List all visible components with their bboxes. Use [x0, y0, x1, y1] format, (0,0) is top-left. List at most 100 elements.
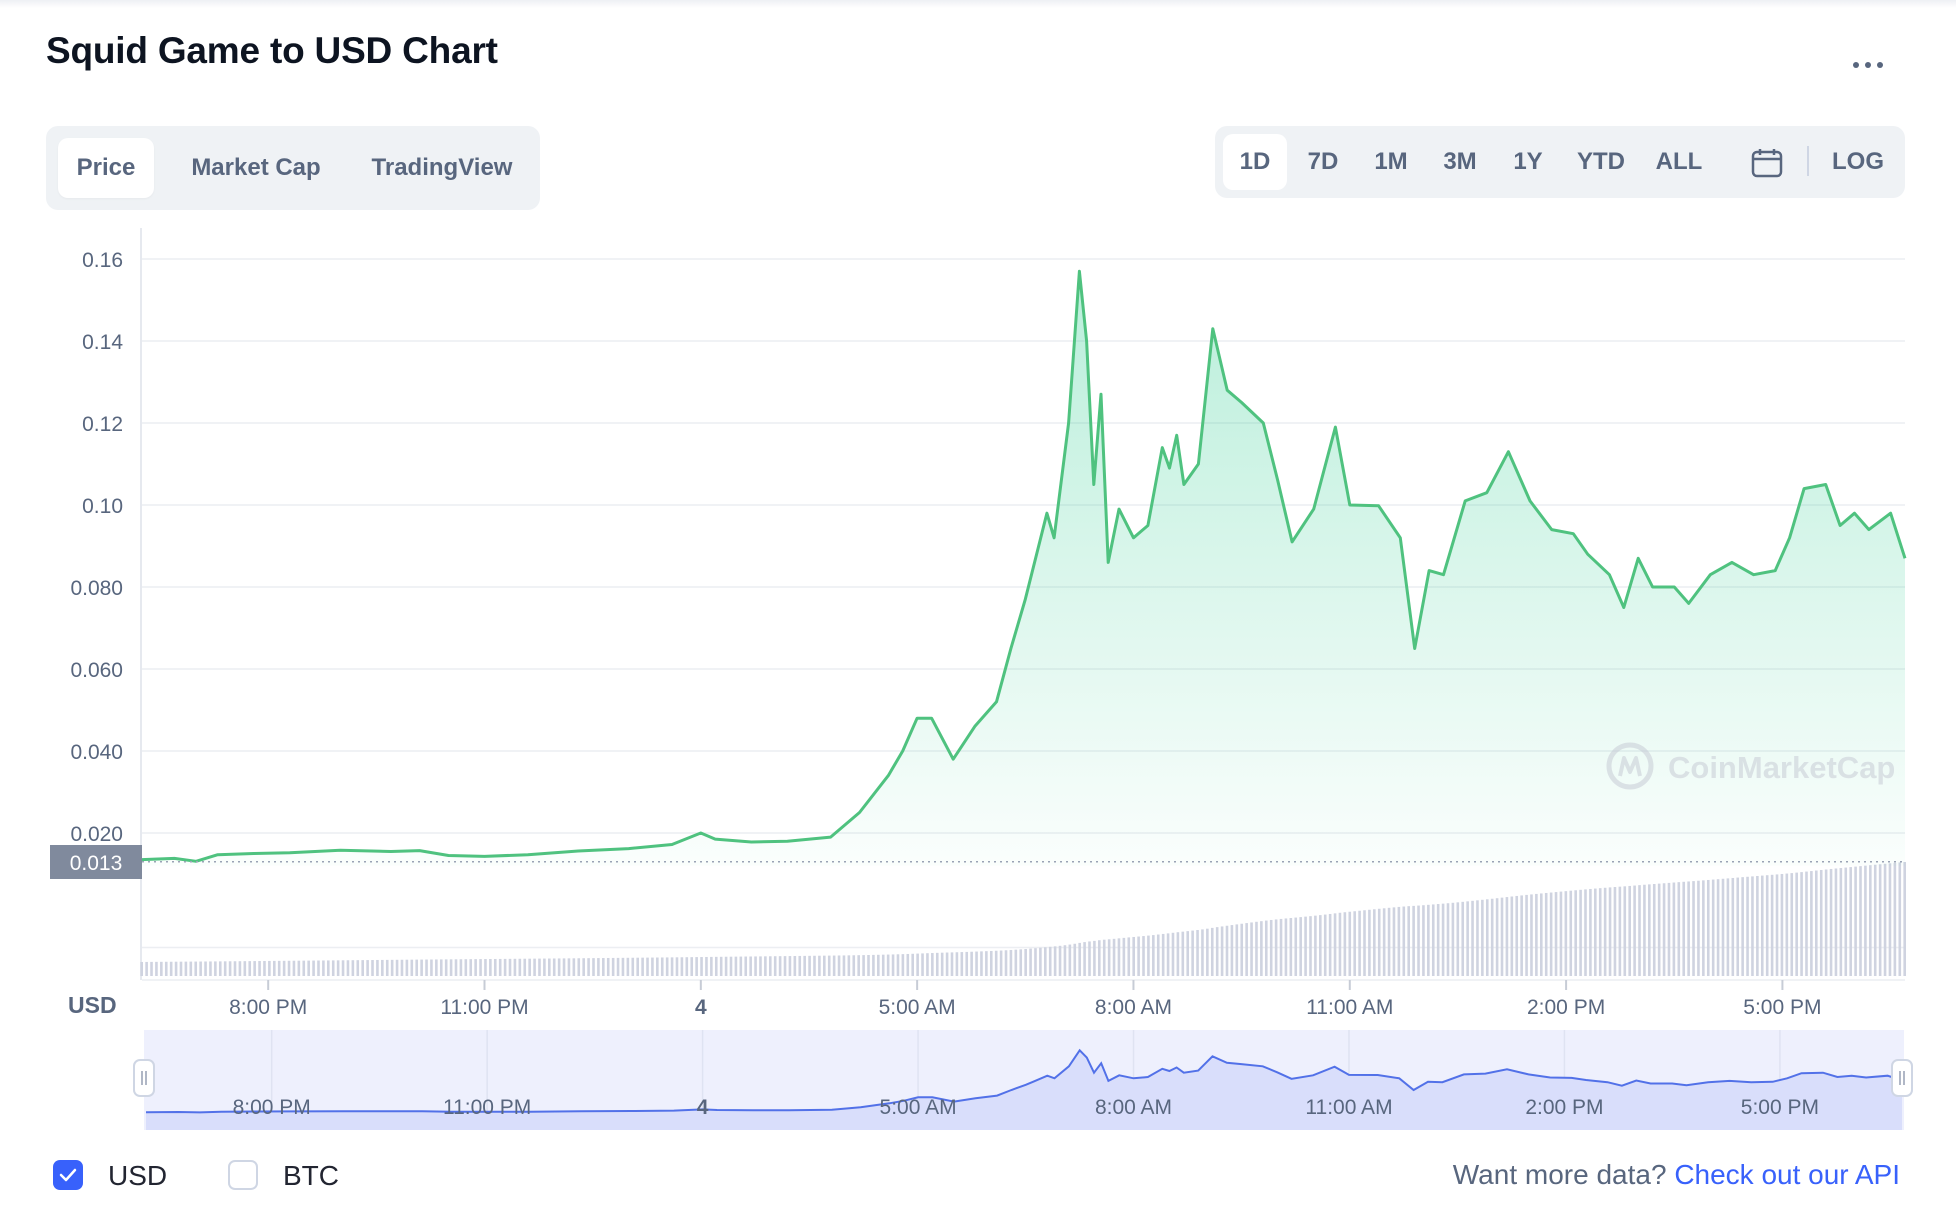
- volume-bar: [1854, 866, 1857, 976]
- volume-bar: [1466, 901, 1469, 976]
- range-all[interactable]: ALL: [1655, 148, 1703, 175]
- volume-bar: [356, 960, 360, 976]
- volume-bar: [1643, 884, 1646, 976]
- x-tick-label: 4: [695, 996, 707, 1019]
- volume-bar: [395, 959, 399, 976]
- volume-bar: [209, 961, 212, 976]
- volume-bar: [916, 953, 919, 976]
- volume-bar: [1702, 880, 1705, 976]
- volume-bar: [1304, 916, 1307, 976]
- volume-bar: [935, 952, 939, 976]
- volume-bar: [592, 958, 595, 976]
- volume-bar: [400, 959, 404, 976]
- range-3m[interactable]: 3M: [1443, 148, 1477, 175]
- api-link[interactable]: Check out our API: [1674, 1159, 1900, 1190]
- volume-bar: [906, 953, 910, 976]
- volume-bar: [1333, 913, 1337, 976]
- volume-bar: [1810, 871, 1813, 976]
- btc-checkbox[interactable]: [228, 1160, 258, 1190]
- volume-bar: [282, 960, 286, 976]
- volume-bar: [1883, 863, 1887, 976]
- volume-bar: [233, 961, 237, 976]
- volume-bar: [1417, 905, 1420, 976]
- navigator-right-handle[interactable]: [1891, 1059, 1913, 1097]
- volume-bar: [444, 959, 448, 976]
- range-1m[interactable]: 1M: [1374, 148, 1408, 175]
- volume-bar: [1122, 937, 1126, 976]
- volume-bar: [1648, 884, 1651, 976]
- volume-bar: [1844, 867, 1848, 976]
- volume-bar: [1706, 879, 1710, 976]
- volume-bar: [140, 961, 143, 976]
- calendar-icon[interactable]: [1751, 148, 1783, 178]
- volume-bar: [1427, 904, 1430, 976]
- range-ytd[interactable]: YTD: [1577, 148, 1625, 175]
- volume-bar: [852, 955, 856, 976]
- volume-bar: [346, 960, 350, 976]
- volume-bar: [1589, 888, 1592, 976]
- volume-bar: [695, 957, 698, 976]
- volume-bar: [1873, 864, 1877, 976]
- volume-bar: [1402, 906, 1406, 976]
- volume-bar: [665, 957, 669, 976]
- volume-bar: [1687, 881, 1690, 976]
- volume-bar: [331, 960, 335, 976]
- volume-bar: [317, 960, 320, 976]
- volume-bar: [1039, 947, 1042, 976]
- volume-bar: [508, 958, 512, 976]
- tab-tradingview[interactable]: TradingView: [371, 154, 513, 181]
- volume-bar: [1525, 894, 1528, 976]
- volume-bar: [1815, 870, 1818, 976]
- volume-bar: [685, 957, 689, 976]
- volume-bar: [1397, 906, 1401, 976]
- volume-bar: [631, 957, 635, 976]
- volume-bar: [1176, 932, 1180, 976]
- volume-bar: [287, 960, 291, 976]
- volume-bar: [847, 955, 851, 976]
- volume-bar: [1230, 925, 1234, 976]
- volume-bar: [199, 961, 202, 976]
- tab-market-cap[interactable]: Market Cap: [191, 154, 321, 181]
- volume-bar: [1878, 864, 1882, 976]
- volume-bar: [1269, 919, 1273, 976]
- volume-bar: [602, 958, 605, 976]
- volume-bar: [439, 959, 443, 976]
- volume-bar: [1235, 924, 1239, 976]
- volume-bar: [891, 954, 895, 976]
- volume-bar: [150, 961, 153, 976]
- volume-bar: [1760, 875, 1764, 976]
- log-scale-toggle[interactable]: LOG: [1832, 148, 1884, 175]
- volume-bar: [1584, 889, 1587, 976]
- usd-checkbox[interactable]: [53, 1160, 83, 1190]
- volume-bar: [626, 957, 630, 976]
- x-tick-label: 5:00 PM: [1743, 996, 1821, 1019]
- volume-bar: [1485, 899, 1489, 976]
- volume-bar: [1682, 881, 1686, 976]
- range-7d[interactable]: 7D: [1307, 148, 1339, 175]
- y-tick-label: 0.16: [82, 249, 123, 272]
- range-1y[interactable]: 1Y: [1513, 148, 1543, 175]
- volume-bar: [503, 958, 507, 976]
- volume-bar: [1790, 873, 1794, 976]
- volume-bar: [1633, 885, 1636, 976]
- more-options-icon[interactable]: [1843, 50, 1893, 80]
- x-axis-ticks: 8:00 PM 11:00 PM 4 5:00 AM 8:00 AM 11:00 AM 2:…: [229, 980, 1822, 1019]
- volume-bar: [651, 957, 654, 976]
- volume-bar: [1628, 885, 1631, 976]
- watermark: CoinMarketCap: [1606, 742, 1895, 790]
- navigator-tick-label: 8:00 PM: [233, 1096, 311, 1119]
- volume-bar: [1117, 938, 1121, 976]
- volume-bar: [1711, 879, 1715, 976]
- range-1d[interactable]: 1D: [1223, 134, 1287, 190]
- navigator-left-handle[interactable]: [133, 1059, 155, 1097]
- volume-bar: [803, 955, 806, 976]
- volume-bar: [931, 953, 934, 976]
- volume-bar: [1623, 886, 1627, 976]
- volume-bar: [881, 954, 885, 976]
- volume-bar: [513, 958, 517, 976]
- volume-bar: [1672, 882, 1676, 976]
- volume-bar: [228, 961, 232, 976]
- volume-bar: [327, 960, 330, 976]
- tab-price[interactable]: Price: [58, 138, 154, 198]
- top-shade: [0, 0, 1956, 8]
